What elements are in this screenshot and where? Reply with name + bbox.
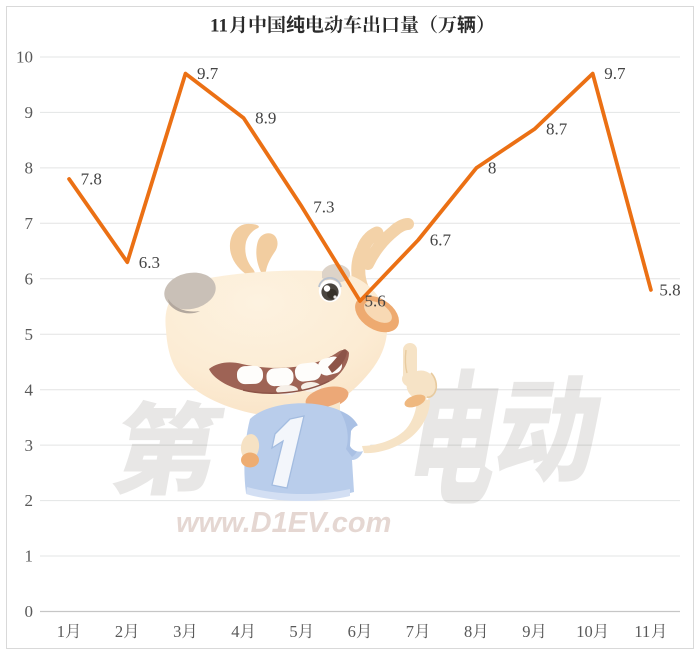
svg-text:1: 1 [57,622,65,641]
svg-text:1: 1 [25,547,34,566]
svg-text:5: 5 [25,325,34,344]
svg-text:8: 8 [25,159,34,178]
svg-text:9: 9 [522,622,530,641]
svg-text:0: 0 [25,602,34,621]
svg-text:3: 3 [25,436,34,455]
svg-text:8: 8 [488,159,497,178]
svg-text:www.D1EV.com: www.D1EV.com [176,507,391,539]
svg-text:6.3: 6.3 [139,253,160,272]
svg-text:6: 6 [348,622,356,641]
svg-text:7: 7 [25,214,34,233]
svg-text:11: 11 [210,16,228,37]
svg-text:5: 5 [289,622,297,641]
svg-text:9: 9 [25,103,34,122]
svg-text:8: 8 [464,622,472,641]
svg-text:5.8: 5.8 [659,281,680,300]
svg-text:9.7: 9.7 [604,64,626,83]
svg-text:2: 2 [25,491,34,510]
svg-text:8.9: 8.9 [255,109,276,128]
svg-text:7.3: 7.3 [313,197,334,216]
svg-text:10: 10 [576,622,593,641]
svg-text:7: 7 [406,622,414,641]
svg-text:11: 11 [634,622,650,641]
svg-text:8.7: 8.7 [546,120,568,139]
svg-text:10: 10 [16,48,33,67]
svg-text:7.8: 7.8 [81,170,102,189]
svg-text:5.6: 5.6 [365,292,386,311]
svg-text:2: 2 [115,622,123,641]
svg-text:6: 6 [25,269,34,288]
svg-text:4: 4 [231,622,239,641]
svg-text:4: 4 [25,380,34,399]
svg-text:3: 3 [173,622,181,641]
svg-text:6.7: 6.7 [430,231,452,250]
svg-text:9.7: 9.7 [197,64,219,83]
